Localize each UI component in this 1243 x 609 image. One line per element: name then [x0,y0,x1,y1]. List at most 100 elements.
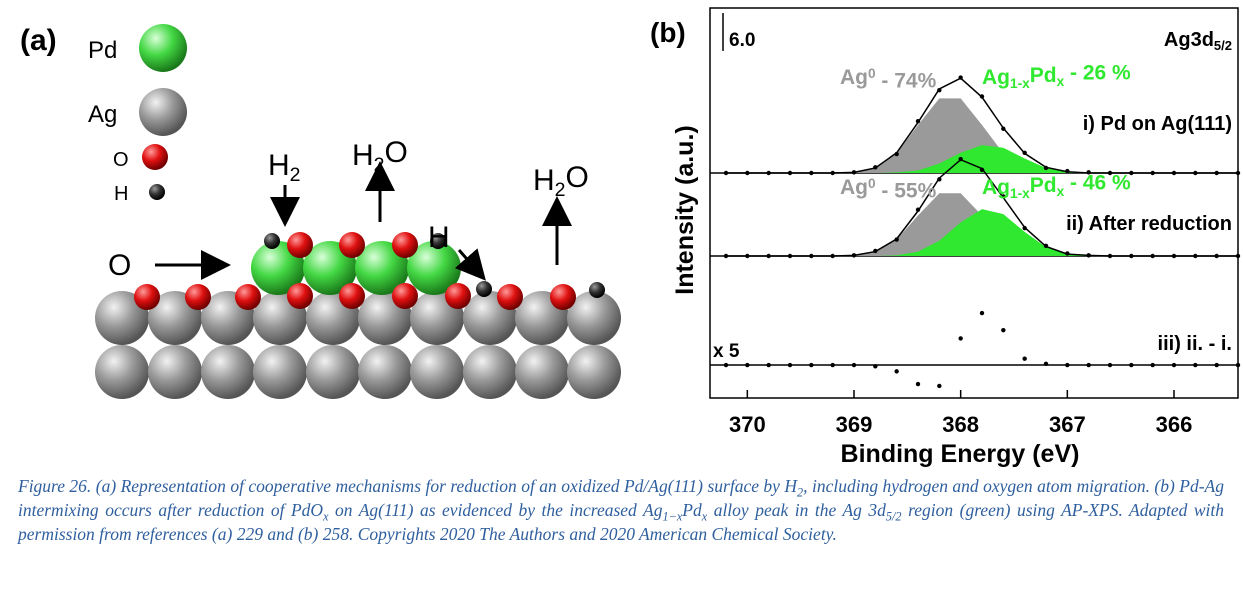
caption-text: alloy peak in the Ag 3d [707,500,886,520]
species-label: H2 [268,149,301,186]
x-tick-label: 368 [942,412,979,437]
ag-atom [253,345,307,399]
text-part: 0 [868,176,876,191]
o-atom [392,232,418,258]
data-point [1086,362,1091,368]
component-peak [726,98,1238,173]
data-point [873,364,878,369]
pd-legend-atom [139,24,187,72]
x-tick-label: 369 [836,412,873,437]
text-part: 5/2 [1214,38,1232,53]
text-part: O [108,249,131,282]
data-point [1086,253,1091,258]
text-part: - 26 % [1064,62,1131,85]
data-point [937,177,942,182]
h-legend-atom [149,184,165,200]
o-atom [339,232,365,258]
text-part: Ag [840,176,868,199]
data-point [958,156,963,162]
text-part: - 55% [876,179,937,202]
data-point [1043,165,1049,171]
data-point [937,383,942,389]
caption-text: region (green) using AP-XPS. Adapted wit… [18,500,1224,544]
data-point [830,170,835,176]
caption-text: x [323,509,329,524]
text-part: H [533,164,555,197]
data-point [1001,194,1006,199]
data-point [958,336,963,341]
text-part: Pd [1030,64,1057,87]
data-point [723,170,729,176]
caption-text: 1−x [662,509,683,524]
data-point [1065,362,1070,368]
spectrum-label: ii) After reduction [1066,213,1232,235]
panel-label: (a) [20,24,57,57]
caption-text: x [701,509,708,524]
data-point [809,362,814,368]
component-label: Ag0 - 74% [840,66,937,92]
data-point [1107,170,1113,176]
o-atom [287,232,313,258]
text-part: x [1057,74,1065,89]
data-point [809,170,814,176]
data-point [1150,170,1155,176]
data-point [958,75,963,80]
component-peak [726,145,1238,173]
text-part: Ag3d [1164,29,1214,51]
o-legend-atom [142,144,168,170]
data-point [1235,253,1241,259]
data-point [1171,170,1177,176]
data-point [1022,150,1027,155]
data-point [1043,361,1049,366]
caption-text: Figure 26. (a) Representation of coopera… [18,476,798,496]
species-label: O [108,249,131,282]
pd-atom [355,241,409,295]
data-point [766,362,771,368]
legend-label: H [114,183,128,205]
data-point [1193,362,1198,368]
data-point [1129,253,1134,259]
text-part: O [385,136,408,169]
x-tick-label: 370 [729,412,766,437]
o-atom [339,283,365,309]
data-point [809,253,814,259]
multiplier-label: x 5 [713,341,740,362]
text-part: Pd [1030,174,1057,197]
data-point [830,253,835,259]
ag-atom [567,345,621,399]
ag-atom [95,291,149,345]
text-part: 2 [290,164,301,186]
data-point [1214,170,1219,176]
data-point [1022,225,1027,231]
data-point [979,310,985,316]
data-point [894,237,899,242]
data-point [1065,251,1070,256]
data-point [787,362,793,368]
o-atom [134,284,160,310]
data-point [745,253,750,259]
data-point [1107,362,1113,368]
ag-legend-atom [139,88,187,136]
o-atom [392,283,418,309]
data-point [1150,362,1155,368]
ag-atom [515,345,569,399]
data-point [1171,362,1177,368]
data-point [937,87,942,93]
h-atom [476,281,492,297]
text-part: H [352,139,374,172]
component-peak [726,209,1238,256]
text-part: 0 [868,66,876,81]
caption-text: 5/2 [885,509,902,524]
data-point [1150,253,1155,259]
data-point [1001,327,1006,333]
data-point [1214,362,1219,368]
data-point [979,167,985,173]
h-atom [589,282,605,298]
data-point [1043,243,1049,249]
text-part: - 74% [876,69,937,92]
panel-label: (b) [650,17,686,48]
